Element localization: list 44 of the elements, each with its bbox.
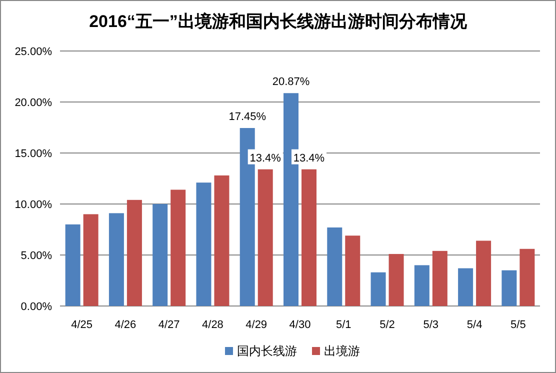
bar (258, 169, 273, 306)
y-tick-label: 0.00% (20, 301, 52, 313)
data-label: 20.87% (272, 76, 310, 88)
bar (196, 182, 212, 306)
bar (126, 200, 142, 306)
x-tick-label: 5/4 (466, 319, 482, 331)
y-tick-label: 15.00% (14, 148, 52, 160)
legend-label: 出境游 (324, 344, 360, 358)
x-tick-label: 4/29 (246, 319, 268, 331)
bar (370, 272, 386, 306)
y-tick-label: 5.00% (20, 250, 52, 262)
bar (327, 227, 342, 306)
x-tick-label: 5/3 (423, 319, 439, 331)
x-tick-label: 5/5 (510, 319, 526, 331)
chart-title: 2016“五一”出境游和国内长线游出游时间分布情况 (89, 12, 468, 31)
bar (108, 213, 124, 306)
bar (502, 270, 517, 306)
x-tick-label: 4/27 (158, 319, 180, 331)
bar (432, 250, 448, 306)
bar (476, 240, 492, 306)
bar (458, 268, 474, 306)
bar (388, 254, 404, 306)
legend-label: 国内长线游 (237, 344, 297, 358)
y-tick-label: 10.00% (14, 199, 52, 211)
x-tick-label: 4/30 (289, 319, 311, 331)
bar (520, 248, 535, 306)
bar (170, 190, 186, 306)
x-tick-label: 4/28 (202, 319, 224, 331)
x-tick-label: 4/26 (114, 319, 136, 331)
bar (152, 204, 168, 306)
y-tick-label: 20.00% (14, 97, 52, 109)
x-tick-label: 5/2 (380, 319, 395, 331)
y-tick-label: 25.00% (14, 46, 52, 58)
bar (345, 236, 360, 306)
data-label: 13.4% (250, 152, 282, 164)
x-tick-label: 4/25 (71, 319, 93, 331)
bar (302, 169, 316, 306)
bar (214, 175, 230, 306)
data-label: 13.4% (293, 152, 325, 164)
bar (414, 265, 430, 306)
data-label: 17.45% (228, 111, 266, 124)
x-tick-label: 5/1 (336, 319, 352, 331)
bar (65, 224, 80, 306)
bar (83, 214, 98, 306)
